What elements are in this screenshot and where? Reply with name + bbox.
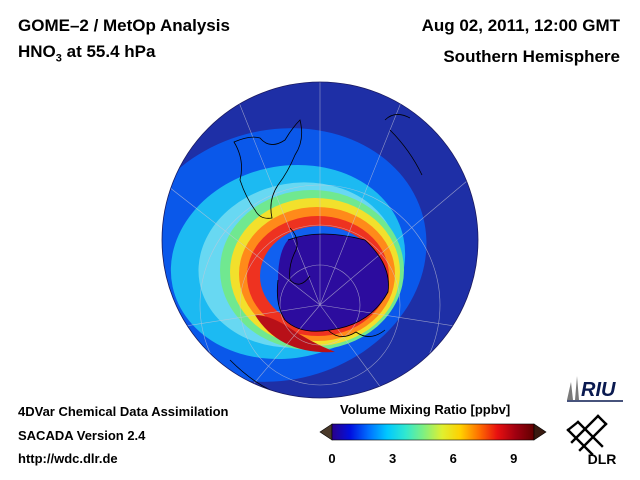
species-subscript: 3 [55, 52, 62, 65]
colorbar-scale [331, 423, 535, 441]
map-subtitle: HNO3 at 55.4 hPa [18, 42, 155, 64]
pressure-level: at 55.4 hPa [61, 42, 156, 61]
polar-map [161, 81, 479, 399]
colorbar-left-arrow [319, 423, 333, 441]
colorbar-tick-label: 0 [328, 451, 336, 466]
species-name: HNO [18, 42, 56, 61]
colorbar-tick-label: 3 [388, 451, 397, 466]
colorbar-title: Volume Mixing Ratio [ppbv] [340, 402, 511, 417]
footer-version: SACADA Version 2.4 [18, 428, 146, 443]
dlr-logo-text: DLR [588, 451, 617, 467]
dlr-logo: DLR [566, 414, 617, 467]
colorbar-tick-label: 6 [449, 451, 457, 466]
footer-url[interactable]: http://wdc.dlr.de [18, 451, 118, 466]
riu-logo-text: RIU [581, 379, 616, 401]
colorbar-right-arrow [533, 423, 547, 441]
footer-assimilation: 4DVar Chemical Data Assimilation [18, 404, 229, 419]
riu-logo: RIU [567, 376, 623, 402]
map-title: GOME–2 / MetOp Analysis [18, 16, 230, 35]
globe-outline [161, 81, 479, 399]
colorbar [319, 423, 547, 441]
hemisphere-label: Southern Hemisphere [443, 47, 620, 66]
colorbar-tick-label: 9 [510, 451, 518, 466]
datetime-label: Aug 02, 2011, 12:00 GMT [421, 16, 620, 35]
